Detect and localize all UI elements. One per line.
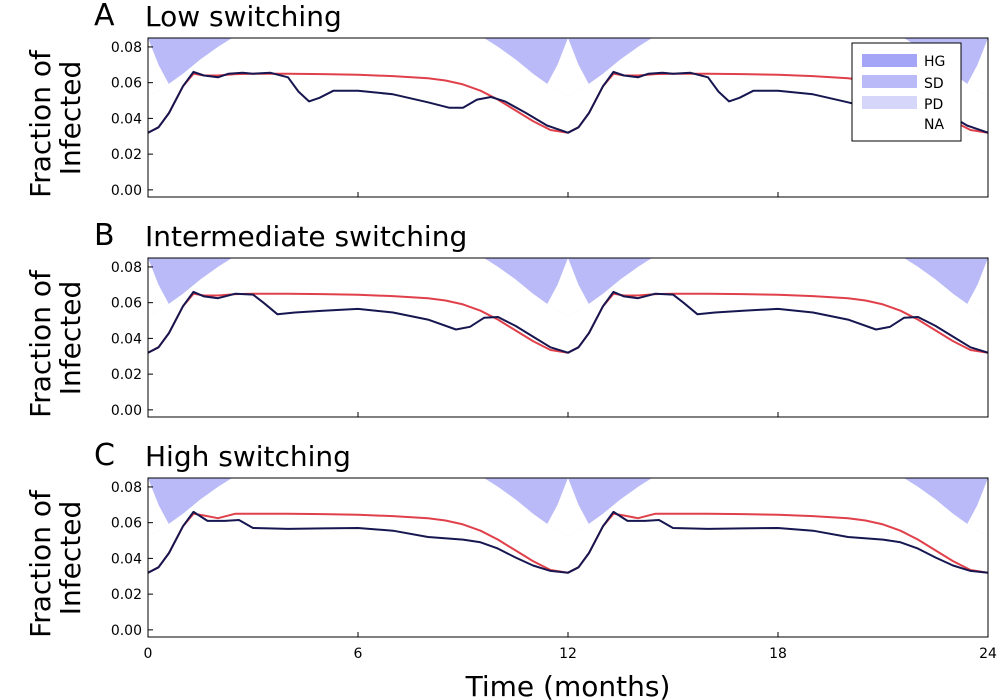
legend-label-sd: SD [924,76,944,92]
panel-a-axes: 0.00 0.02 0.04 0.06 0.08 [111,37,989,199]
panel-b-ytick-label-1: 0.02 [111,367,142,383]
panel-a-title: Low switching [145,0,342,33]
panel-b-ylabel-line2: Infected [54,281,87,395]
panel-c-series-dark [148,510,988,574]
panel-c-axes: 0.00 0.02 0.04 0.06 0.08 0 6 12 18 24 [111,477,997,662]
panel-b-region-na-cycle-1 [148,258,568,417]
panel-c-ytick-label-1: 0.02 [111,587,142,603]
panel-c: C High switching 0.00 0.02 0.04 0.06 0.08 0 6 1… [24,438,997,662]
panel-a: A Low switching 0.00 0.02 0.04 0.06 0.08 HG … [24,0,989,199]
panel-b: B Intermediate switching 0.000.020.040.0… [24,218,989,419]
panel-c-region-na-cycle-2 [568,478,988,637]
panel-a-series-dark [148,70,988,134]
panel-b-regions [148,258,988,417]
legend-label-pd: PD [924,97,943,113]
legend: HG SD PD NA [851,42,962,142]
x-axis-title: Time (months) [465,670,671,700]
x-tick-label-1: 6 [354,646,363,662]
panel-c-region-na-cycle-1 [148,478,568,637]
x-tick-label-3: 18 [769,646,787,662]
panel-a-ylabel-line1: Fraction of [24,49,57,198]
x-tick-label-0: 0 [144,646,153,662]
panel-c-ylabel-line2: Infected [54,501,87,615]
panel-a-ytick-label-3: 0.06 [111,76,142,92]
panel-b-ytick-label-3: 0.06 [111,296,142,312]
panel-a-ylabel-line2: Infected [54,61,87,175]
panel-b-title: Intermediate switching [145,220,467,253]
panel-c-letter: C [94,438,115,473]
panel-b-ytick-label-4: 0.08 [111,260,142,276]
panel-b-lines [148,290,988,354]
panel-b-ytick-label-0: 0.00 [111,403,142,419]
x-tick-label-2: 12 [559,646,577,662]
legend-swatch-pd [862,96,917,109]
panel-b-axes: 0.00 0.02 0.04 0.06 0.08 [111,257,989,419]
panel-b-ylabel-line1: Fraction of [24,269,57,418]
x-tick-label-4: 24 [979,646,997,662]
panel-a-ytick-label-0: 0.00 [111,183,142,199]
legend-label-hg: HG [924,54,945,70]
panel-a-ytick-label-2: 0.04 [111,111,142,127]
legend-swatch-na [862,117,917,130]
panel-c-lines [148,510,988,574]
panel-c-ytick-label-4: 0.08 [111,480,142,496]
panel-b-ytick-label-2: 0.04 [111,331,142,347]
panel-a-region-na-cycle-1 [148,38,568,197]
panel-b-letter: B [94,218,115,253]
panel-c-ylabel-line1: Fraction of [24,489,57,638]
legend-swatch-hg [862,54,917,67]
panel-a-ytick-label-1: 0.02 [111,147,142,163]
panel-b-series-dark [148,290,988,354]
legend-swatch-sd [862,75,917,88]
panel-c-ytick-label-0: 0.00 [111,623,142,639]
panel-a-letter: A [94,0,115,33]
panel-c-ytick-label-2: 0.04 [111,551,142,567]
panel-a-ytick-label-4: 0.08 [111,40,142,56]
panel-c-regions [148,478,988,637]
panel-c-ytick-label-3: 0.06 [111,516,142,532]
legend-label-na: NA [924,117,944,133]
panel-c-title: High switching [145,440,351,473]
panel-b-region-na-cycle-2 [568,258,988,417]
